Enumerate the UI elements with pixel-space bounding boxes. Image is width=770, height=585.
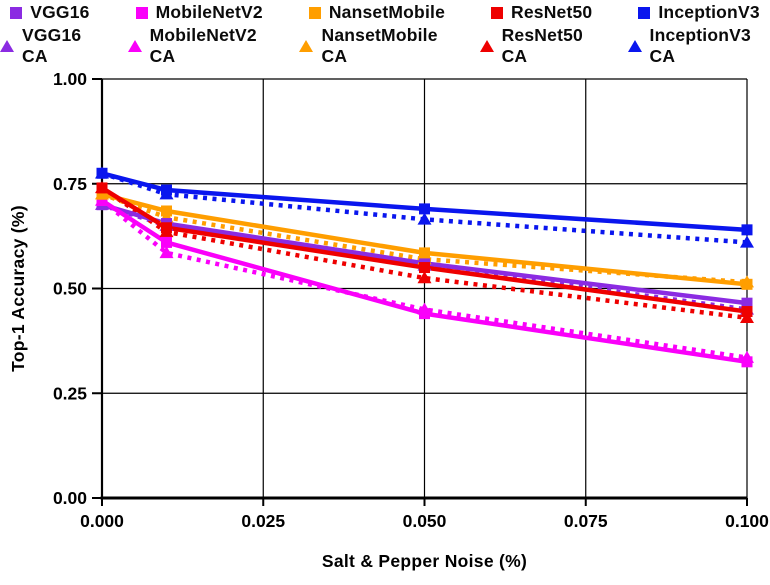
axis-ticks xyxy=(92,78,748,506)
legend-label: ResNet50 CA xyxy=(501,25,583,66)
legend-item-nansetmobile-ca: NansetMobile CA xyxy=(299,25,455,67)
series-marker-resnet50 xyxy=(161,222,172,234)
legend-label: ResNet50 xyxy=(511,2,593,22)
series-marker-mobilenetv2 xyxy=(96,195,108,207)
series-marker-mobilenetv2 xyxy=(161,236,172,248)
y-axis-title: Top-1 Accuracy (%) xyxy=(8,205,28,372)
series-marker-inceptionv3-ca xyxy=(740,235,754,248)
series-marker-resnet50 xyxy=(419,262,430,274)
square-swatch-icon xyxy=(135,6,148,19)
y-tick-label: 0.00 xyxy=(53,488,87,508)
legend-item-mobilenetv2-ca: MobileNetV2 CA xyxy=(127,25,276,67)
legend-label: MobileNetV2 CA xyxy=(149,25,257,66)
triangle-swatch-icon xyxy=(127,40,142,52)
legend-item-mobilenetv2: MobileNetV2 xyxy=(135,2,263,23)
series-marker-inceptionv3 xyxy=(741,224,753,236)
series-marker-mobilenetv2 xyxy=(741,356,753,368)
legend-item-resnet50-ca: ResNet50 CA xyxy=(479,25,604,67)
legend-item-vgg16: VGG16 xyxy=(10,2,89,23)
x-tick-label: 0.050 xyxy=(403,511,447,531)
series-marker-mobilenetv2 xyxy=(419,308,430,320)
series-marker-nansetmobile xyxy=(419,247,430,259)
series-marker-vgg16 xyxy=(741,297,753,309)
series-marker-inceptionv3 xyxy=(419,203,430,215)
legend-item-inceptionv3-ca: InceptionV3 CA xyxy=(627,25,770,67)
legend-row-dotted: VGG16 CA MobileNetV2 CA NansetMobile CA Res… xyxy=(0,25,770,67)
legend-item-nansetmobile: NansetMobile xyxy=(308,2,445,23)
triangle-swatch-icon xyxy=(627,40,642,52)
legend-label: InceptionV3 xyxy=(658,2,760,22)
series-marker-mobilenetv2-ca xyxy=(159,246,174,259)
series-line-mobilenetv2-ca xyxy=(100,198,748,360)
legend-label: NansetMobile xyxy=(328,2,445,22)
y-tick-label: 0.25 xyxy=(53,383,87,403)
legend-item-resnet50: ResNet50 xyxy=(491,2,592,23)
series-line-nansetmobile xyxy=(101,192,748,287)
series-line-inceptionv3 xyxy=(101,171,748,233)
legend-label: VGG16 xyxy=(30,2,90,22)
x-tick-label: 0.000 xyxy=(80,511,124,531)
square-swatch-icon xyxy=(638,6,651,19)
y-tick-label: 1.00 xyxy=(53,69,87,89)
triangle-swatch-icon xyxy=(479,40,494,52)
series-line-mobilenetv2 xyxy=(100,198,748,365)
triangle-swatch-icon xyxy=(299,40,314,52)
series-marker-nansetmobile xyxy=(161,205,172,217)
series-marker-resnet50 xyxy=(741,306,753,318)
x-tick-label: 0.025 xyxy=(241,511,285,531)
square-swatch-icon xyxy=(10,6,23,19)
legend-item-vgg16-ca: VGG16 CA xyxy=(0,25,104,67)
legend-row-solid: VGG16 MobileNetV2 NansetMobile ResNet50 Ince… xyxy=(0,2,770,23)
y-tick-label: 0.75 xyxy=(53,174,87,194)
legend-label: VGG16 CA xyxy=(22,25,82,66)
x-axis-title: Salt & Pepper Noise (%) xyxy=(322,551,527,571)
series-marker-inceptionv3-ca xyxy=(417,212,432,225)
legend-label: InceptionV3 CA xyxy=(649,25,751,66)
series-marker-nansetmobile xyxy=(96,188,108,200)
x-tick-label: 0.075 xyxy=(564,511,608,531)
series-marker-resnet50 xyxy=(96,182,108,194)
grid xyxy=(101,78,748,499)
x-tick-label: 0.100 xyxy=(725,511,769,531)
series-line-vgg16 xyxy=(101,202,748,306)
series-marker-resnet50-ca xyxy=(417,271,432,284)
series-marker-inceptionv3 xyxy=(96,167,108,179)
triangle-swatch-icon xyxy=(0,40,14,52)
square-swatch-icon xyxy=(491,6,503,19)
series-line-resnet50 xyxy=(100,186,748,314)
series-marker-nansetmobile xyxy=(741,278,753,290)
y-tick-label: 0.50 xyxy=(53,279,87,299)
chart-legend: VGG16 MobileNetV2 NansetMobile ResNet50 Ince… xyxy=(0,2,770,67)
legend-label: MobileNetV2 xyxy=(155,2,263,22)
series-marker-inceptionv3 xyxy=(161,184,172,196)
square-swatch-icon xyxy=(308,6,321,19)
legend-label: NansetMobile CA xyxy=(321,25,438,66)
legend-item-inceptionv3: InceptionV3 xyxy=(638,2,760,23)
